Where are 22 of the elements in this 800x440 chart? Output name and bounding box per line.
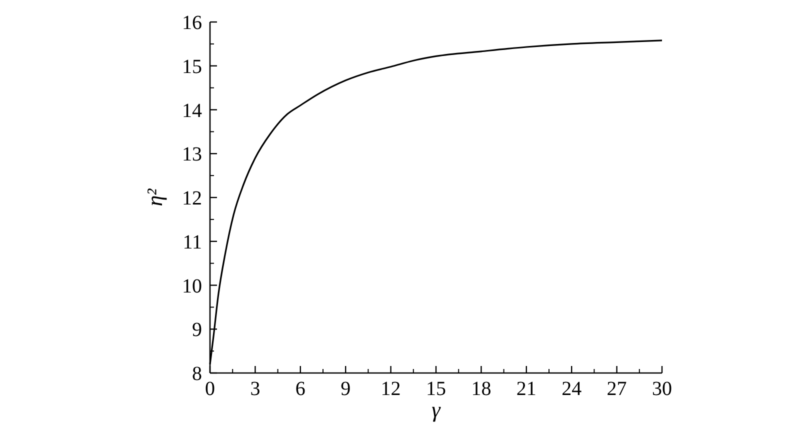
y-tick-label: 11 [182, 231, 202, 254]
x-tick-label: 6 [295, 378, 306, 400]
y-axis-title: η² [142, 188, 167, 206]
x-tick-label: 21 [516, 378, 536, 400]
y-tick-label: 16 [182, 12, 202, 34]
y-tick-label: 12 [182, 188, 202, 210]
x-tick-label: 12 [380, 378, 401, 400]
x-tick-label: 18 [471, 378, 492, 400]
x-tick-label: 0 [205, 378, 215, 400]
x-tick-label: 9 [340, 378, 351, 400]
x-tick-label: 3 [250, 378, 260, 400]
x-tick-label: 15 [426, 378, 446, 400]
y-tick-label: 10 [182, 275, 202, 298]
y-tick-label: 9 [192, 319, 202, 342]
y-tick-label: 14 [182, 100, 202, 122]
x-tick-label: 30 [652, 378, 672, 400]
x-tick-label: 27 [606, 378, 627, 400]
x-tick-label: 24 [562, 378, 582, 400]
y-tick-label: 15 [182, 56, 202, 78]
y-tick-label: 8 [192, 363, 202, 385]
y-tick-label: 13 [182, 144, 202, 166]
x-axis-title: γ [432, 397, 442, 422]
